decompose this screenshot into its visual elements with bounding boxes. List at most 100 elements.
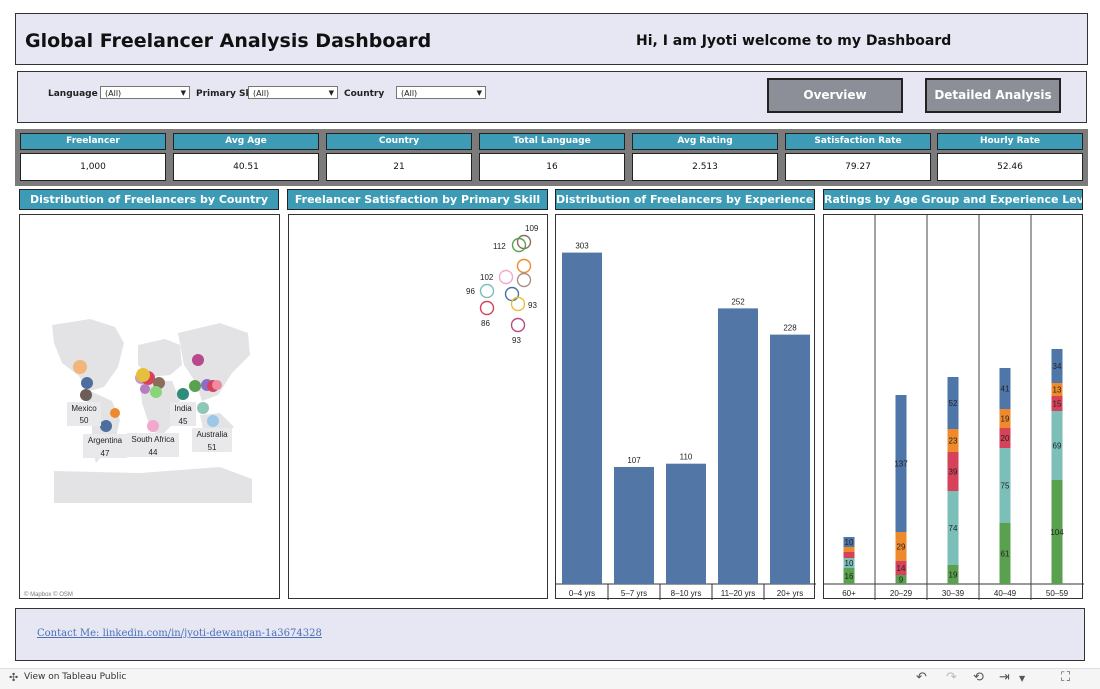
- chevron-down-icon[interactable]: ▼: [1019, 674, 1026, 683]
- x-tick-label: 50–59: [1046, 589, 1069, 598]
- stacked-segment[interactable]: [895, 395, 907, 532]
- satisfaction-bubble-chart[interactable]: 109 112 102 96 93 86 93: [289, 215, 549, 600]
- skill-bubble[interactable]: [516, 258, 532, 274]
- kpi-value-hourly-rate: 52.46: [937, 153, 1083, 181]
- country-marker[interactable]: [212, 380, 222, 390]
- country-marker[interactable]: [140, 384, 150, 394]
- ratings-stacked-chart[interactable]: 16 10 10 60+ 9 14 29 137 20–29 19 74 39 23 52 30–39 61 7…: [824, 215, 1084, 600]
- stacked-segment[interactable]: [895, 575, 907, 584]
- stacked-segment[interactable]: [947, 429, 959, 452]
- stacked-segment[interactable]: [999, 368, 1011, 409]
- country-marker[interactable]: [136, 368, 150, 382]
- country-marker[interactable]: [189, 380, 201, 392]
- country-marker[interactable]: [150, 386, 162, 398]
- segment-value-label: 61: [1001, 550, 1010, 559]
- country-marker[interactable]: [192, 354, 204, 366]
- primary-skill-filter-select[interactable]: (All) ▼: [248, 86, 338, 99]
- bar[interactable]: [614, 466, 654, 584]
- stacked-segment[interactable]: [947, 452, 959, 491]
- country-marker[interactable]: [177, 388, 189, 400]
- experience-bar-chart[interactable]: 303 0–4 yrs 107 5–7 yrs 110 8–10 yrs 252 11–20 …: [556, 215, 816, 600]
- stacked-segment[interactable]: [843, 552, 855, 558]
- country-filter-select[interactable]: (All) ▼: [396, 86, 486, 99]
- bar[interactable]: [562, 252, 602, 584]
- fullscreen-icon[interactable]: ⛶: [1061, 670, 1071, 685]
- skill-bubble[interactable]: [498, 269, 514, 285]
- country-marker[interactable]: [100, 420, 112, 432]
- bubble-label: 112: [493, 242, 506, 251]
- refresh-icon[interactable]: ⇥: [999, 670, 1010, 685]
- skill-bubble[interactable]: [510, 296, 526, 312]
- stacked-segment[interactable]: [1051, 411, 1063, 480]
- language-filter-label: Language: [48, 89, 98, 99]
- skill-bubble[interactable]: [504, 286, 520, 302]
- skill-bubble[interactable]: [479, 300, 495, 316]
- stacked-segment[interactable]: [999, 448, 1011, 523]
- language-filter-select[interactable]: (All) ▼: [100, 86, 190, 99]
- view-on-tableau-link[interactable]: View on Tableau Public: [24, 672, 127, 682]
- segment-value-label: 75: [1001, 482, 1010, 491]
- stacked-segment[interactable]: [999, 428, 1011, 448]
- bar[interactable]: [718, 308, 758, 584]
- stacked-segment[interactable]: [1051, 480, 1063, 584]
- primary-skill-filter-value: (All): [253, 89, 270, 98]
- skill-bubble[interactable]: [510, 317, 526, 333]
- undo-icon[interactable]: ↶: [916, 670, 927, 685]
- stacked-segment[interactable]: [1051, 349, 1063, 383]
- overview-button[interactable]: Overview: [767, 78, 903, 113]
- skill-bubble[interactable]: [479, 283, 495, 299]
- kpi-value-total-language: 16: [479, 153, 625, 181]
- stacked-segment[interactable]: [895, 532, 907, 561]
- experience-panel[interactable]: 303 0–4 yrs 107 5–7 yrs 110 8–10 yrs 252 11–20 …: [555, 214, 816, 600]
- stacked-segment[interactable]: [947, 565, 959, 584]
- stacked-segment[interactable]: [843, 547, 855, 552]
- satisfaction-panel[interactable]: 109 112 102 96 93 86 93: [288, 214, 548, 599]
- world-map[interactable]: Mexico 50 Argentina 47 South Africa 44 I…: [20, 215, 281, 600]
- stacked-segment[interactable]: [895, 561, 907, 575]
- map-value-australia: 51: [208, 443, 217, 452]
- stacked-segment[interactable]: [947, 491, 959, 565]
- detailed-analysis-button[interactable]: Detailed Analysis: [925, 78, 1061, 113]
- bar[interactable]: [666, 463, 706, 584]
- satisfaction-section-title: Freelancer Satisfaction by Primary Skill: [287, 189, 548, 210]
- country-marker[interactable]: [80, 389, 92, 401]
- country-marker[interactable]: [81, 377, 93, 389]
- country-marker[interactable]: [73, 360, 87, 374]
- ratings-panel[interactable]: 16 10 10 60+ 9 14 29 137 20–29 19 74 39 23 52 30–39 61 7…: [823, 214, 1084, 600]
- stacked-segment[interactable]: [1051, 396, 1063, 411]
- country-marker[interactable]: [110, 408, 120, 418]
- stacked-segment[interactable]: [1051, 383, 1063, 396]
- x-tick-label: 20+ yrs: [777, 589, 803, 598]
- ratings-section-title: Ratings by Age Group and Experience Leve…: [823, 189, 1083, 210]
- language-filter-value: (All): [105, 89, 122, 98]
- country-markers[interactable]: [73, 354, 222, 432]
- country-marker[interactable]: [197, 402, 209, 414]
- kpi-value-avg-rating: 2.513: [632, 153, 778, 181]
- stacked-segment[interactable]: [999, 523, 1011, 584]
- bar[interactable]: [770, 334, 810, 584]
- segment-value-label: 15: [1053, 400, 1062, 409]
- revert-icon[interactable]: ⟲: [973, 670, 984, 685]
- stacked-segment[interactable]: [843, 558, 855, 568]
- bubble-label: 109: [525, 224, 539, 233]
- country-filter-label: Country: [344, 89, 385, 99]
- bubble-label: 93: [528, 301, 537, 310]
- stacked-segment[interactable]: [999, 409, 1011, 428]
- segment-value-label: 20: [1001, 434, 1010, 443]
- map-section-title: Distribution of Freelancers by Country: [19, 189, 279, 210]
- kpi-value-freelancer: 1,000: [20, 153, 166, 181]
- stacked-segment[interactable]: [843, 537, 855, 547]
- bar-value-label: 252: [731, 297, 745, 306]
- stacked-segment[interactable]: [947, 377, 959, 429]
- contact-link[interactable]: Contact Me: linkedin.com/in/jyoti-dewang…: [37, 628, 322, 639]
- country-marker[interactable]: [147, 420, 159, 432]
- x-tick-label: 11–20 yrs: [721, 589, 756, 598]
- stacked-segment[interactable]: [843, 568, 855, 584]
- country-marker[interactable]: [207, 415, 219, 427]
- country-map-panel[interactable]: Mexico 50 Argentina 47 South Africa 44 I…: [19, 214, 280, 599]
- title-bar: Global Freelancer Analysis Dashboard Hi,…: [15, 13, 1088, 65]
- kpi-label-total-language: Total Language: [479, 133, 625, 150]
- skill-bubble[interactable]: [516, 272, 532, 288]
- redo-icon[interactable]: ↷: [946, 670, 957, 685]
- skill-bubble[interactable]: [511, 237, 527, 253]
